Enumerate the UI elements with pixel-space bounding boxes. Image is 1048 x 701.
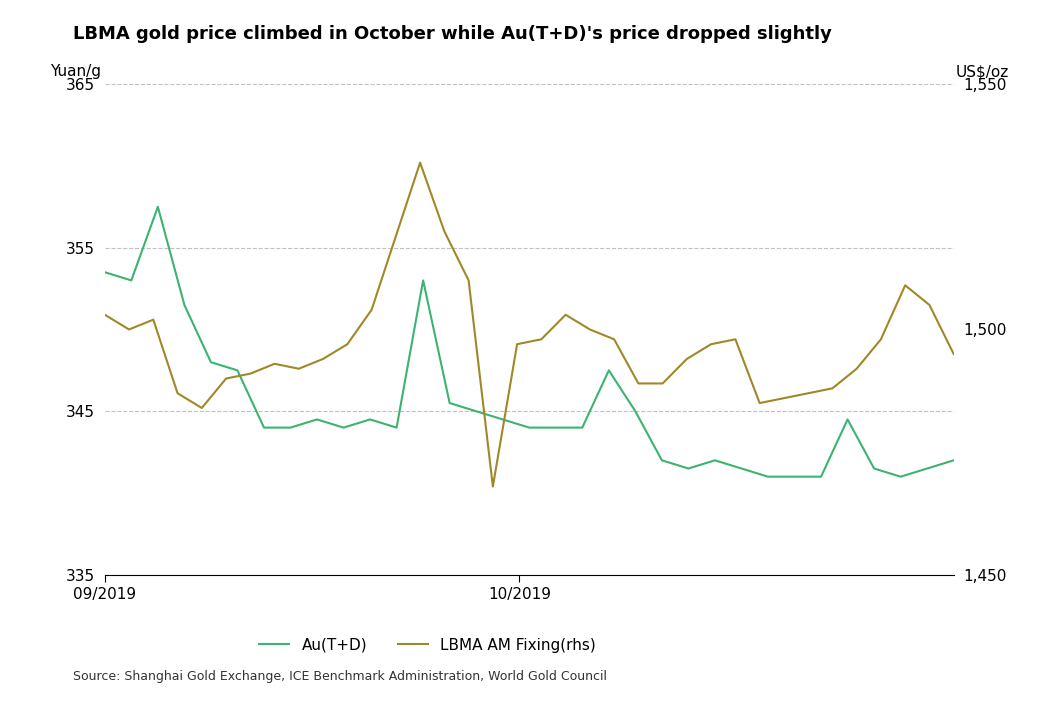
LBMA AM Fixing(rhs): [341, 340, 353, 348]
LBMA AM Fixing(rhs): [438, 227, 451, 236]
LBMA AM Fixing(rhs): [462, 276, 475, 285]
LBMA AM Fixing(rhs): [147, 315, 159, 324]
LBMA AM Fixing(rhs): [729, 335, 742, 343]
LBMA AM Fixing(rhs): [292, 365, 305, 373]
Au(T+D): [311, 415, 324, 423]
Au(T+D): [497, 415, 509, 423]
Text: Source: Shanghai Gold Exchange, ICE Benchmark Administration, World Gold Council: Source: Shanghai Gold Exchange, ICE Benc…: [73, 670, 608, 683]
Au(T+D): [842, 415, 854, 423]
LBMA AM Fixing(rhs): [510, 340, 523, 348]
Au(T+D): [682, 464, 695, 472]
Au(T+D): [736, 464, 748, 472]
Au(T+D): [762, 472, 774, 481]
LBMA AM Fixing(rhs): [705, 340, 718, 348]
Au(T+D): [576, 423, 589, 432]
Au(T+D): [921, 464, 934, 472]
Au(T+D): [152, 203, 165, 211]
Au(T+D): [656, 456, 669, 465]
LBMA AM Fixing(rhs): [923, 301, 936, 309]
Au(T+D): [364, 415, 376, 423]
LBMA AM Fixing(rhs): [560, 311, 572, 319]
Au(T+D): [814, 472, 827, 481]
LBMA AM Fixing(rhs): [366, 306, 378, 314]
LBMA AM Fixing(rhs): [486, 482, 499, 491]
LBMA AM Fixing(rhs): [754, 399, 766, 407]
LBMA AM Fixing(rhs): [171, 389, 183, 397]
Au(T+D): [125, 276, 137, 285]
LBMA AM Fixing(rhs): [123, 325, 135, 334]
Au(T+D): [894, 472, 907, 481]
Au(T+D): [603, 366, 615, 374]
Au(T+D): [708, 456, 721, 465]
LBMA AM Fixing(rhs): [656, 379, 669, 388]
Au(T+D): [549, 423, 562, 432]
Au(T+D): [258, 423, 270, 432]
LBMA AM Fixing(rhs): [584, 325, 596, 334]
LBMA AM Fixing(rhs): [244, 369, 257, 378]
LBMA AM Fixing(rhs): [390, 232, 402, 240]
LBMA AM Fixing(rhs): [536, 335, 548, 343]
LBMA AM Fixing(rhs): [220, 374, 233, 383]
Au(T+D): [232, 366, 244, 374]
Au(T+D): [470, 407, 482, 416]
Line: LBMA AM Fixing(rhs): LBMA AM Fixing(rhs): [105, 163, 954, 486]
Au(T+D): [284, 423, 297, 432]
LBMA AM Fixing(rhs): [632, 379, 645, 388]
Au(T+D): [417, 276, 430, 285]
LBMA AM Fixing(rhs): [802, 389, 814, 397]
Text: US$/oz: US$/oz: [956, 64, 1009, 79]
LBMA AM Fixing(rhs): [316, 355, 329, 363]
Au(T+D): [629, 407, 641, 416]
Line: Au(T+D): Au(T+D): [105, 207, 954, 477]
LBMA AM Fixing(rhs): [850, 365, 863, 373]
LBMA AM Fixing(rhs): [899, 281, 912, 290]
LBMA AM Fixing(rhs): [680, 355, 693, 363]
LBMA AM Fixing(rhs): [414, 158, 427, 167]
LBMA AM Fixing(rhs): [196, 404, 209, 412]
Au(T+D): [204, 358, 217, 367]
Au(T+D): [788, 472, 801, 481]
Au(T+D): [443, 399, 456, 407]
LBMA AM Fixing(rhs): [608, 335, 620, 343]
Au(T+D): [99, 268, 111, 276]
LBMA AM Fixing(rhs): [826, 384, 838, 393]
Legend: Au(T+D), LBMA AM Fixing(rhs): Au(T+D), LBMA AM Fixing(rhs): [253, 632, 603, 659]
LBMA AM Fixing(rhs): [875, 335, 888, 343]
LBMA AM Fixing(rhs): [778, 394, 790, 402]
Au(T+D): [390, 423, 402, 432]
Au(T+D): [523, 423, 536, 432]
Au(T+D): [868, 464, 880, 472]
Text: LBMA gold price climbed in October while Au(T+D)'s price dropped slightly: LBMA gold price climbed in October while…: [73, 25, 832, 43]
Au(T+D): [178, 301, 191, 309]
LBMA AM Fixing(rhs): [99, 311, 111, 319]
Au(T+D): [337, 423, 350, 432]
Text: Yuan/g: Yuan/g: [49, 64, 101, 79]
Au(T+D): [947, 456, 960, 465]
LBMA AM Fixing(rhs): [947, 350, 960, 358]
LBMA AM Fixing(rhs): [268, 360, 281, 368]
